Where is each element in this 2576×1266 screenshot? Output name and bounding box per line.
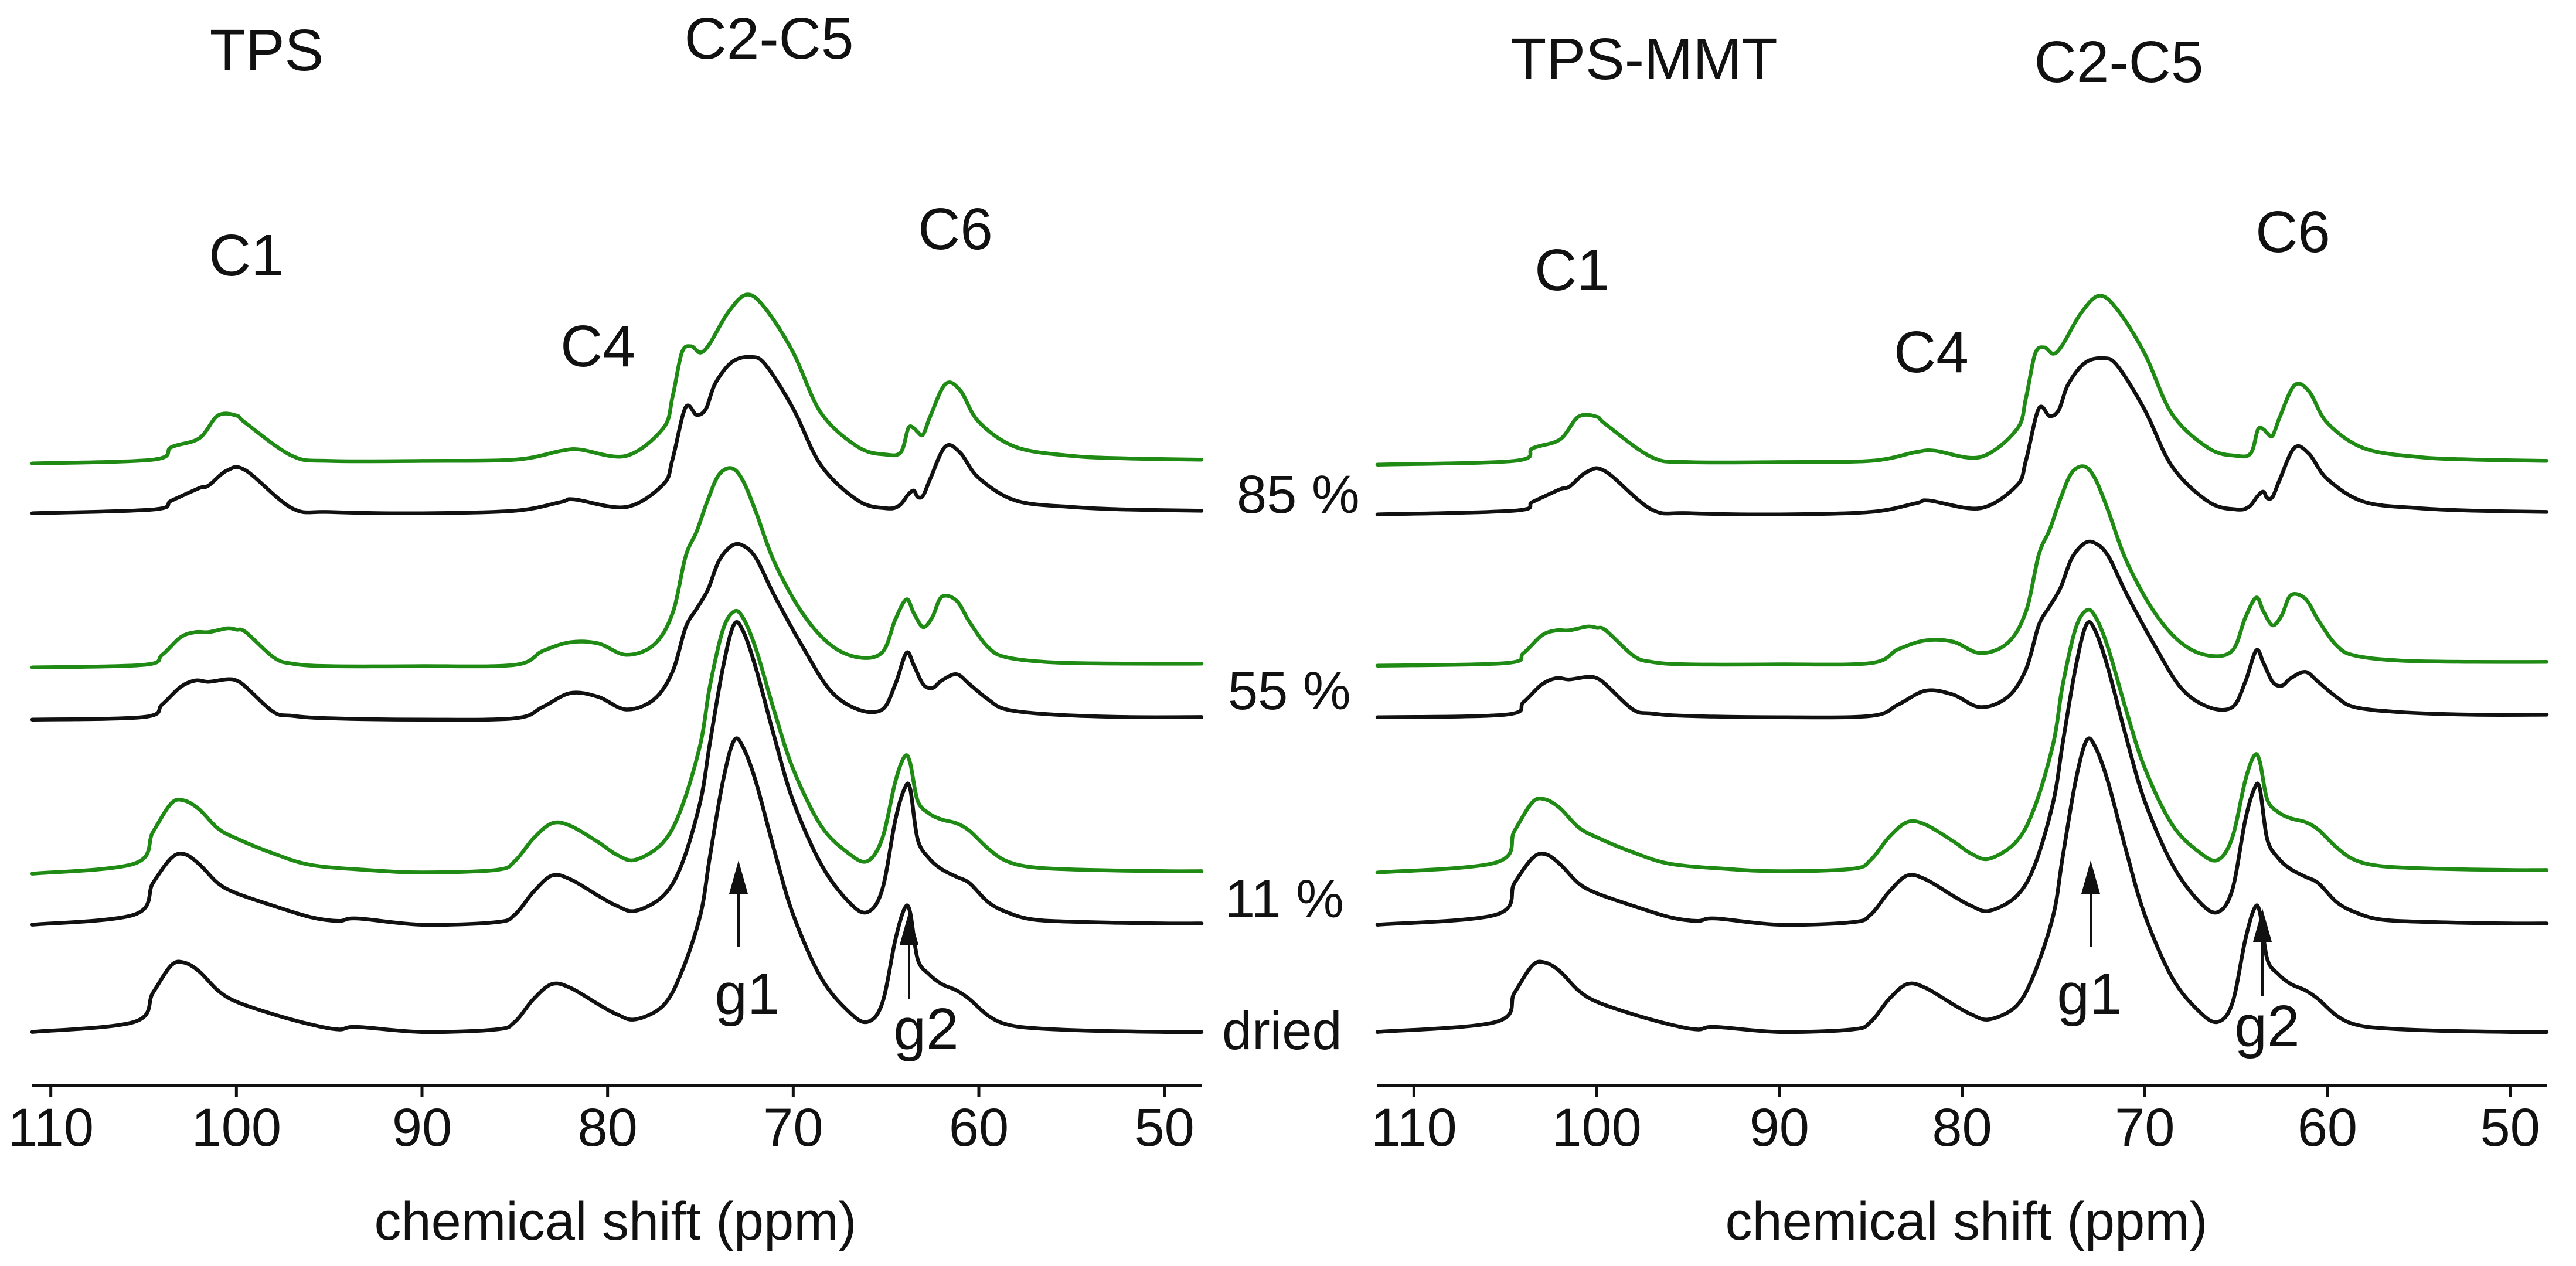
spectrum-11-black xyxy=(30,620,1204,927)
spectrum-85-green xyxy=(30,292,1204,465)
spectrum-55-green xyxy=(1375,464,2549,668)
spectrum-dried xyxy=(30,736,1204,1034)
x-ticks: 110 100 90 80 70 60 50 xyxy=(1371,1085,2540,1158)
hydration-label-11: 11 % xyxy=(1225,869,1344,929)
peak-label-c6: C6 xyxy=(918,196,993,262)
x-tick-label-100: 100 xyxy=(1551,1098,1642,1158)
marker-g2: g2 xyxy=(893,911,959,1062)
x-tick-label-100: 100 xyxy=(192,1098,282,1158)
panel-title: TPS xyxy=(210,18,324,83)
spectra-group xyxy=(30,292,1204,1034)
x-ticks: 110 100 90 80 70 60 50 xyxy=(8,1085,1195,1158)
hydration-labels: 85 % 55 % 11 % dried xyxy=(1222,465,1360,1061)
marker-g2-arrowhead xyxy=(900,911,918,945)
hydration-label-dried: dried xyxy=(1222,1001,1342,1061)
x-tick-label-50: 50 xyxy=(1134,1098,1194,1158)
x-tick-label-110: 110 xyxy=(8,1098,94,1158)
marker-g1: g1 xyxy=(714,860,780,1027)
x-tick-label-60: 60 xyxy=(949,1098,1009,1158)
spectra-group xyxy=(1375,294,2549,1034)
x-tick-label-80: 80 xyxy=(577,1098,637,1158)
spectrum-11-black xyxy=(1375,620,2549,927)
peak-label-c4: C4 xyxy=(1894,319,1969,385)
spectrum-55-black xyxy=(1375,539,2549,720)
x-tick-label-110: 110 xyxy=(1371,1098,1457,1158)
spectrum-11-green xyxy=(30,608,1204,876)
x-tick-label-70: 70 xyxy=(763,1098,823,1158)
peak-label-c2-c5: C2-C5 xyxy=(2034,29,2204,95)
marker-g2: g2 xyxy=(2234,908,2300,1059)
panel-tps: TPS C2-C5 C1 C4 C6 110 100 90 80 70 60 50 chem… xyxy=(8,6,1204,1251)
x-tick-label-90: 90 xyxy=(392,1098,452,1158)
marker-g2-label: g2 xyxy=(893,996,958,1062)
hydration-label-55: 55 % xyxy=(1228,661,1351,721)
peak-label-c4: C4 xyxy=(560,314,635,379)
x-tick-label-90: 90 xyxy=(1750,1098,1809,1158)
peak-label-c6: C6 xyxy=(2255,199,2330,265)
panel-title: TPS-MMT xyxy=(1510,26,1777,92)
x-tick-label-80: 80 xyxy=(1932,1098,1992,1158)
hydration-label-85: 85 % xyxy=(1237,465,1360,525)
peak-label-c1: C1 xyxy=(209,223,284,288)
marker-g1: g1 xyxy=(2057,860,2122,1027)
x-tick-label-50: 50 xyxy=(2480,1098,2540,1158)
peak-label-c2-c5: C2-C5 xyxy=(685,6,854,72)
spectrum-55-green xyxy=(30,466,1204,669)
marker-g2-label: g2 xyxy=(2234,993,2299,1059)
spectrum-11-green xyxy=(1375,607,2549,874)
marker-g1-arrowhead xyxy=(2081,860,2100,894)
x-axis-label: chemical shift (ppm) xyxy=(374,1192,856,1251)
spectrum-85-green xyxy=(1375,294,2549,467)
marker-g1-label: g1 xyxy=(714,961,780,1027)
spectrum-85-black xyxy=(30,355,1204,516)
x-tick-label-60: 60 xyxy=(2298,1098,2357,1158)
x-axis-label: chemical shift (ppm) xyxy=(1725,1192,2207,1251)
marker-g1-arrowhead xyxy=(729,860,748,894)
marker-g2-arrowhead xyxy=(2253,908,2272,942)
spectrum-55-black xyxy=(30,542,1204,722)
panel-tps-mmt: TPS-MMT C2-C5 C1 C4 C6 110 100 90 80 70 60 50 … xyxy=(1371,26,2549,1251)
marker-g1-label: g1 xyxy=(2057,961,2122,1027)
peak-label-c1: C1 xyxy=(1534,237,1609,303)
spectrum-85-black xyxy=(1375,356,2549,517)
spectrum-dried xyxy=(1375,736,2549,1034)
x-tick-label-70: 70 xyxy=(2115,1098,2175,1158)
